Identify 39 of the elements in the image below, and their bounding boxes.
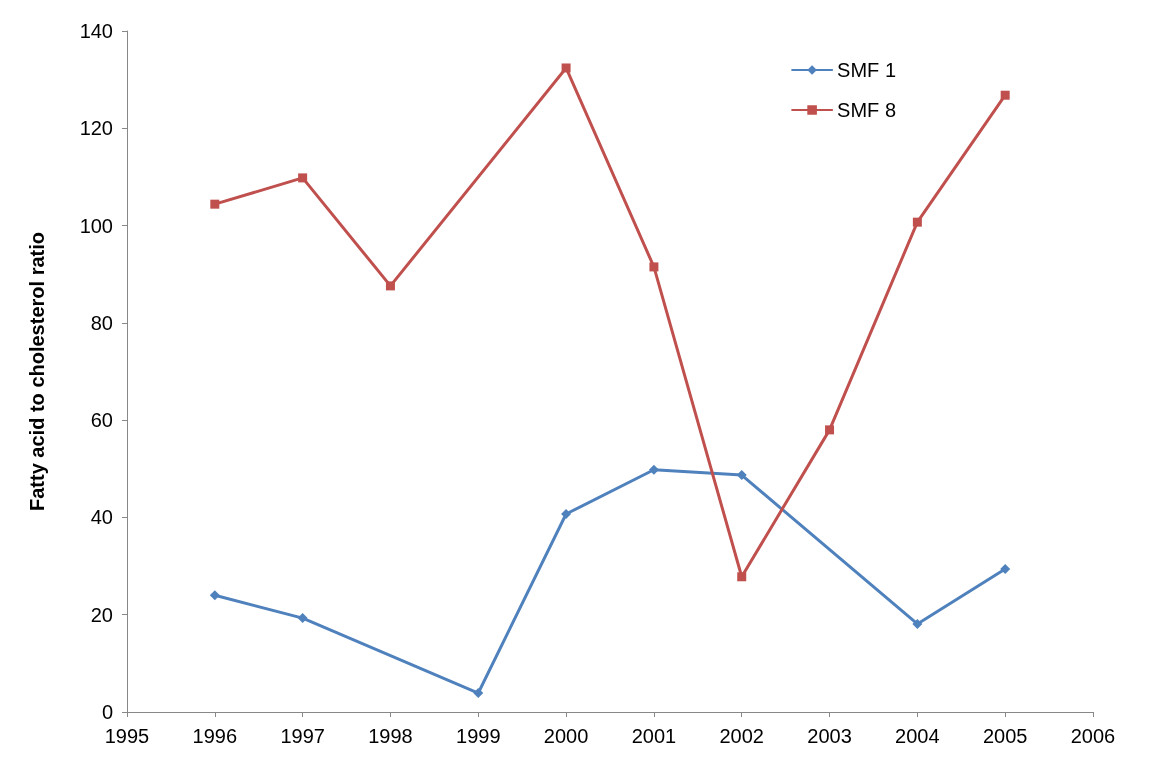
y-tick-label: 0 bbox=[101, 701, 113, 723]
y-tick-label: 20 bbox=[90, 603, 113, 626]
x-tick-label: 2000 bbox=[543, 725, 589, 747]
legend-label: SMF 1 bbox=[837, 59, 897, 81]
x-tick-label: 2005 bbox=[982, 725, 1028, 747]
x-tick-label: 1997 bbox=[280, 725, 325, 747]
point bbox=[298, 173, 308, 183]
point bbox=[912, 217, 922, 227]
point bbox=[1000, 90, 1010, 100]
y-tick-label: 40 bbox=[90, 506, 113, 529]
y-tick-label: 60 bbox=[90, 409, 113, 432]
x-tick-label: 2006 bbox=[1070, 725, 1116, 747]
point bbox=[561, 63, 571, 73]
point bbox=[648, 464, 659, 475]
point bbox=[912, 618, 923, 629]
y-tick-label: 120 bbox=[79, 117, 113, 140]
point bbox=[649, 262, 659, 272]
point bbox=[473, 688, 484, 699]
x-tick-label: 1998 bbox=[368, 725, 413, 747]
point bbox=[737, 572, 747, 582]
y-tick-label: 100 bbox=[79, 214, 113, 237]
y-axis-title: Fatty acid to cholesterol ratio bbox=[26, 232, 48, 511]
point bbox=[210, 199, 220, 209]
point bbox=[561, 509, 572, 520]
point bbox=[1000, 563, 1011, 574]
point bbox=[385, 281, 395, 291]
x-tick-label: 2003 bbox=[807, 725, 852, 747]
point bbox=[297, 613, 308, 624]
x-tick-label: 1999 bbox=[456, 725, 501, 747]
point bbox=[209, 590, 220, 601]
point bbox=[825, 425, 835, 435]
y-tick-label: 80 bbox=[90, 311, 113, 334]
x-tick-label: 2002 bbox=[719, 725, 764, 747]
legend-label: SMF 8 bbox=[837, 99, 897, 121]
x-tick-label: 2001 bbox=[631, 725, 677, 747]
x-tick-label: 1995 bbox=[104, 725, 150, 747]
x-tick-label: 1996 bbox=[192, 725, 238, 747]
x-tick-label: 2004 bbox=[895, 725, 940, 747]
y-tick-label: 140 bbox=[79, 20, 113, 42]
